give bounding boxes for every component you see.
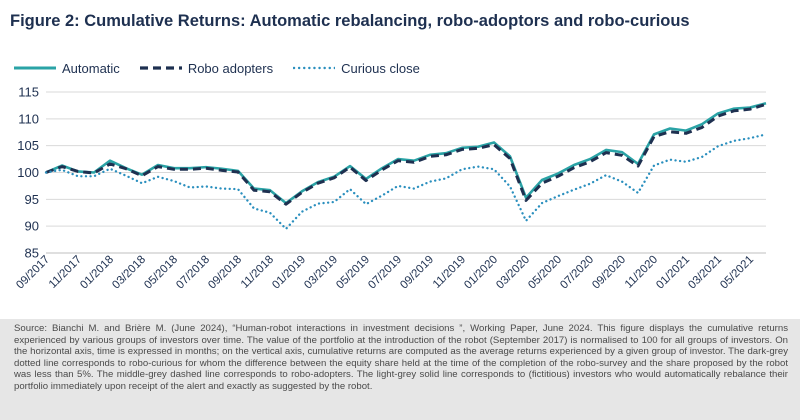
- x-tick-label: 05/2021: [718, 254, 756, 292]
- x-tick-label: 11/2018: [239, 254, 276, 291]
- legend-swatch-dotted: [293, 66, 336, 70]
- legend-item-robo-adopters: Robo adopters: [139, 60, 274, 76]
- x-tick-label: 11/2019: [431, 254, 468, 291]
- x-tick-label: 01/2021: [654, 254, 692, 292]
- source-footer: Source: Bianchi M. and Brière M. (June 2…: [0, 319, 800, 420]
- x-tick-label: 05/2018: [142, 254, 180, 292]
- y-tick-label: 90: [25, 219, 39, 234]
- y-tick-label: 100: [17, 165, 39, 180]
- x-tick-label: 03/2020: [494, 254, 532, 292]
- x-tick-label: 09/2018: [206, 254, 244, 292]
- legend-label-curious-close: Curious close: [341, 60, 420, 76]
- y-tick-label: 95: [25, 192, 39, 207]
- figure-title: Figure 2: Cumulative Returns: Automatic …: [10, 12, 690, 30]
- x-tick-label: 05/2020: [526, 254, 564, 292]
- x-tick-label: 09/2020: [590, 254, 628, 292]
- legend-item-automatic: Automatic: [14, 61, 120, 76]
- x-tick-label: 01/2019: [270, 254, 308, 292]
- x-tick-label: 11/2017: [47, 254, 84, 291]
- legend-label-robo-adopters: Robo adopters: [187, 60, 274, 76]
- x-tick-label: 07/2020: [558, 254, 596, 292]
- y-tick-label: 115: [18, 85, 39, 100]
- legend-swatch-solid: [14, 66, 56, 70]
- line-chart: 85909510010511011509/201711/201701/20180…: [14, 85, 768, 292]
- x-tick-label: 03/2019: [302, 254, 340, 292]
- y-tick-label: 110: [18, 111, 39, 126]
- legend-swatch-dashed: [139, 66, 182, 70]
- x-tick-label: 03/2021: [686, 254, 724, 292]
- series-line-automatic: [45, 102, 767, 205]
- x-tick-label: 03/2018: [110, 254, 148, 292]
- legend: Automatic Robo adopters Curious close: [14, 58, 440, 78]
- x-tick-label: 11/2020: [623, 254, 660, 291]
- y-tick-label: 105: [17, 138, 39, 153]
- x-tick-label: 05/2019: [334, 254, 372, 292]
- x-tick-label: 01/2020: [462, 254, 500, 292]
- x-tick-label: 09/2019: [398, 254, 436, 292]
- series-line-curious-close: [44, 133, 768, 231]
- legend-item-curious-close: Curious close: [293, 61, 420, 76]
- source-note: Source: Bianchi M. and Brière M. (June 2…: [14, 323, 788, 392]
- series-line-robo-adopters: [45, 102, 767, 206]
- x-tick-label: 01/2018: [78, 254, 116, 292]
- legend-label-automatic: Automatic: [62, 60, 120, 76]
- y-tick-label: 85: [25, 246, 39, 261]
- x-tick-label: 07/2018: [174, 254, 212, 292]
- x-tick-label: 07/2019: [366, 254, 404, 292]
